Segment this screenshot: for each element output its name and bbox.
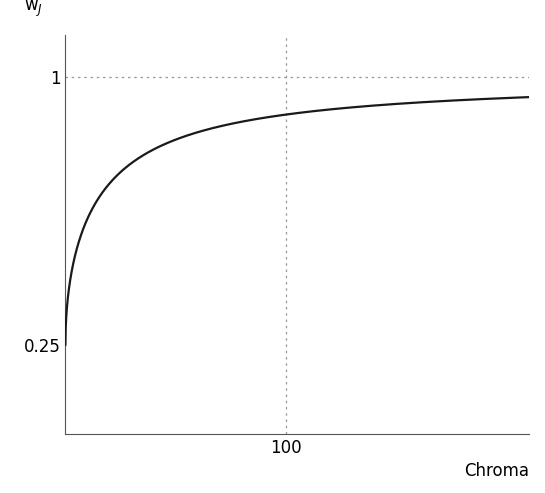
Text: Chroma: Chroma bbox=[464, 462, 529, 480]
Text: w$_J$: w$_J$ bbox=[24, 0, 43, 19]
